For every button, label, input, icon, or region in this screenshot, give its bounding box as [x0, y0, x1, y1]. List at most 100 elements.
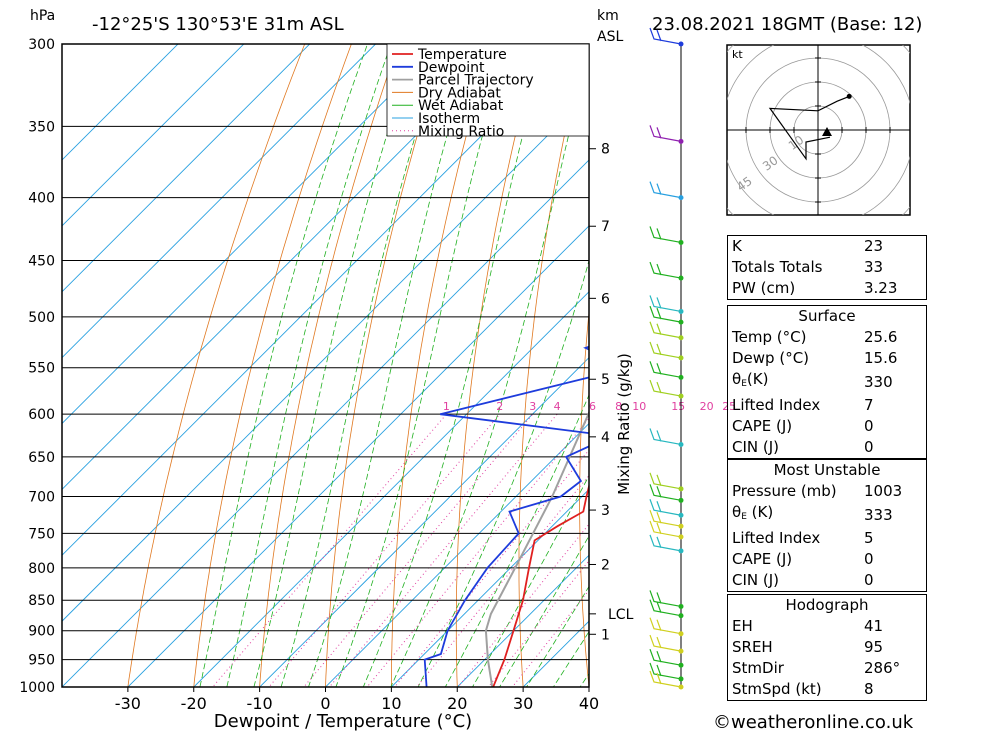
hodo-stmspd-row: StmSpd (kt) 8 [728, 679, 927, 701]
mixing-ratio-line [511, 589, 589, 687]
mu-cin-label: CIN (J) [732, 571, 780, 589]
wind-barb [649, 617, 682, 635]
wind-barb [649, 670, 682, 688]
pressure-gridlines [62, 43, 589, 688]
dewpoint-profile [423, 44, 589, 687]
wind-barb [649, 648, 682, 666]
wet-adiabat-line [390, 49, 589, 687]
mixing-ratio-line [268, 413, 501, 687]
mixing-ratio-line [416, 474, 589, 687]
wind-barb [649, 27, 682, 45]
surface-dewp-label: Dewp (°C) [732, 349, 810, 367]
legend-label: Dewpoint [418, 60, 485, 76]
storm-motion-marker [822, 127, 832, 136]
wet-adiabat-line [472, 474, 589, 687]
mixing-ratio-labels: 1 2 3 4 6 8 10 15 20 25 [443, 400, 736, 413]
legend-label: Wet Adiabat [418, 98, 504, 114]
mixing-ratio-line [212, 413, 447, 687]
isotherm-line [62, 44, 311, 293]
wind-barb [649, 599, 682, 617]
wind-barb [649, 305, 682, 323]
mixing-ratio-label: 3 [529, 400, 536, 413]
isotherm-line [62, 44, 245, 227]
mu-title: Most Unstable [773, 461, 881, 479]
isotherm-line [456, 554, 589, 687]
surface-dewp-value: 15.6 [864, 349, 898, 367]
k-index-label: K [732, 237, 742, 255]
surface-temp-row: Temp (°C) 25.6 [728, 327, 927, 348]
pressure-tick-label: 900 [28, 624, 55, 640]
mu-li-value: 5 [864, 529, 874, 547]
wind-barb [649, 634, 682, 652]
x-tick-label: 30 [513, 694, 533, 713]
hodo-eh-label: EH [732, 617, 753, 635]
wind-barb [649, 295, 682, 313]
pw-row: PW (cm) 3.23 [728, 278, 927, 300]
hodograph-trace [768, 95, 850, 161]
hodo-stmdir-label: StmDir [732, 659, 784, 677]
hodo-eh-value: 41 [864, 617, 884, 635]
footer-credit: ©weatheronline.co.uk [713, 712, 914, 733]
hodo-title-row: Hodograph [728, 595, 927, 617]
legend-label: Temperature [417, 47, 507, 63]
k-index-value: 23 [864, 237, 884, 255]
surface-title: Surface [798, 307, 856, 325]
mixing-ratio-label: 6 [589, 400, 596, 413]
wind-barb [649, 361, 682, 378]
surface-dewp-row: Dewp (°C) 15.6 [728, 348, 927, 369]
pressure-tick-label: 950 [28, 653, 55, 669]
pressure-tick-label: 500 [28, 310, 55, 326]
sounding-profiles [423, 44, 589, 687]
wind-barbs [649, 27, 684, 690]
wind-barb [649, 484, 682, 501]
height-tick-label: 7 [601, 219, 610, 235]
mixing-ratio-line [487, 559, 589, 687]
x-tick-label: 40 [579, 694, 599, 713]
isotherm-line [127, 225, 589, 687]
height-tick-label: 1 [601, 627, 610, 643]
pressure-axis: 300 350 400 450 500 550 600 650 700 750 800 850 900 9… [19, 37, 55, 696]
pressure-tick-label: 650 [28, 450, 55, 466]
pressure-tick-label: 300 [28, 37, 55, 53]
dry-adiabat-line [193, 44, 352, 687]
x-tick-label: -30 [115, 694, 141, 713]
hodograph-unit-label: kt [732, 48, 743, 61]
mixing-ratio-label: 20 [700, 400, 714, 413]
legend-label: Isotherm [418, 111, 480, 127]
legend-label: Parcel Trajectory [418, 73, 534, 89]
pressure-unit-label: hPa [30, 8, 55, 24]
wind-barb [649, 261, 682, 279]
isotherm-line [62, 159, 589, 687]
isotherm-line [390, 488, 589, 687]
isotherm-line [62, 93, 589, 622]
hodo-stmdir-row: StmDir 286° [728, 658, 927, 679]
wet-adiabat-line [526, 585, 589, 687]
hodo-sreh-value: 95 [864, 638, 884, 656]
mixing-ratio-label: 10 [632, 400, 646, 413]
isotherm-line [62, 44, 377, 359]
location-title: -12°25'S 130°53'E 31m ASL [92, 14, 344, 35]
wind-barb [649, 534, 682, 552]
wind-barb [649, 226, 682, 244]
wind-barb [649, 662, 682, 680]
surface-cin-value: 0 [864, 438, 874, 456]
surface-temp-value: 25.6 [864, 328, 898, 346]
dry-adiabat-line [957, 0, 1000, 713]
legend-label: Dry Adiabat [418, 85, 501, 101]
surface-thetae-row: θE(K) 330 [728, 369, 927, 395]
isotherm-line [259, 357, 589, 687]
surface-title-row: Surface [728, 306, 927, 328]
height-tick-label: 4 [601, 430, 610, 446]
height-tick-label: 3 [601, 503, 610, 519]
mu-cape-value: 0 [864, 550, 874, 568]
hodo-sreh-row: SREH 95 [728, 637, 927, 658]
hodograph-start [846, 93, 852, 99]
surface-thetae-value: 330 [864, 372, 893, 391]
mu-thetae-label: θE (K) [732, 503, 774, 522]
totals-value: 33 [864, 258, 884, 276]
wet-adiabat-line [444, 393, 589, 687]
mixing-ratio-line [457, 523, 589, 687]
mixing-ratio-label: 1 [443, 400, 450, 413]
